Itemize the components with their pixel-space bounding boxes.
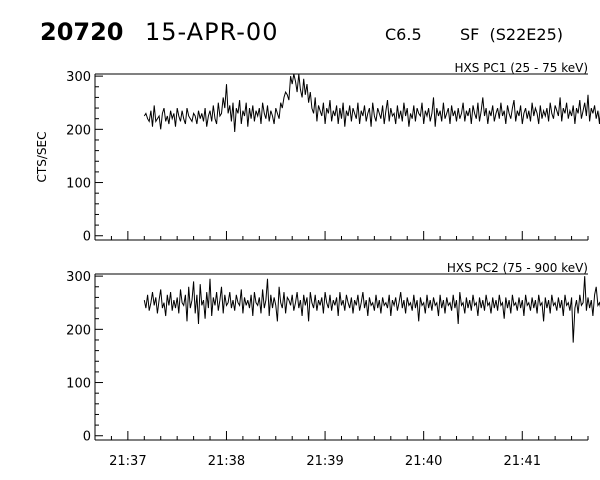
y-tick-label: 200 [66, 123, 91, 138]
y-axis-label: CTS/SEC [35, 132, 49, 183]
flare-class: C6.5 [385, 25, 422, 44]
y-tick-label: 300 [66, 70, 91, 85]
y-tick-label: 100 [66, 177, 91, 192]
x-tick-label: 21:41 [504, 454, 541, 469]
panel-pc2: HXS PC2 (75 - 900 keV) 0 100 200 300 21:37 21… [66, 261, 600, 469]
panel-pc1: HXS PC1 (25 - 75 keV) CTS/SEC 0 100 200 300 [35, 61, 600, 245]
panel-pc1-series [143, 73, 600, 133]
panel-pc1-axes [94, 73, 588, 241]
panel-pc2-series [143, 276, 600, 343]
y-tick-label: 100 [66, 377, 91, 392]
x-tick-label: 21:39 [306, 454, 343, 469]
panel-pc1-ticks: 0 100 200 300 [66, 70, 589, 245]
event-id: 20720 [40, 18, 124, 46]
panel-pc2-ticks: 0 100 200 300 21:37 21:38 21:39 21:40 21:41 [66, 270, 589, 469]
y-tick-label: 200 [66, 323, 91, 338]
panel-pc1-title: HXS PC1 (25 - 75 keV) [454, 61, 588, 75]
x-tick-label: 21:37 [109, 454, 146, 469]
series-line [143, 276, 600, 343]
panel-pc2-axes [94, 273, 588, 441]
flare-location: SF (S22E25) [460, 25, 563, 44]
y-tick-label: 300 [66, 270, 91, 285]
y-tick-label: 0 [83, 230, 91, 245]
panel-pc2-title: HXS PC2 (75 - 900 keV) [447, 261, 588, 275]
series-line [143, 73, 600, 133]
x-tick-label: 21:38 [208, 454, 245, 469]
event-date: 15-APR-00 [145, 18, 278, 46]
y-tick-label: 0 [83, 430, 91, 445]
x-tick-label: 21:40 [405, 454, 442, 469]
